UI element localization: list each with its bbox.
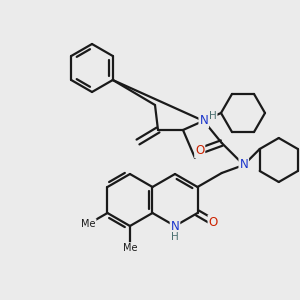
- Text: Me: Me: [81, 219, 96, 229]
- Text: O: O: [195, 145, 204, 158]
- Text: H: H: [171, 232, 179, 242]
- Text: O: O: [208, 215, 218, 229]
- Text: N: N: [239, 158, 248, 172]
- Text: N: N: [200, 115, 208, 128]
- Text: Me: Me: [123, 243, 137, 253]
- Text: N: N: [171, 220, 179, 232]
- Text: H: H: [209, 111, 217, 121]
